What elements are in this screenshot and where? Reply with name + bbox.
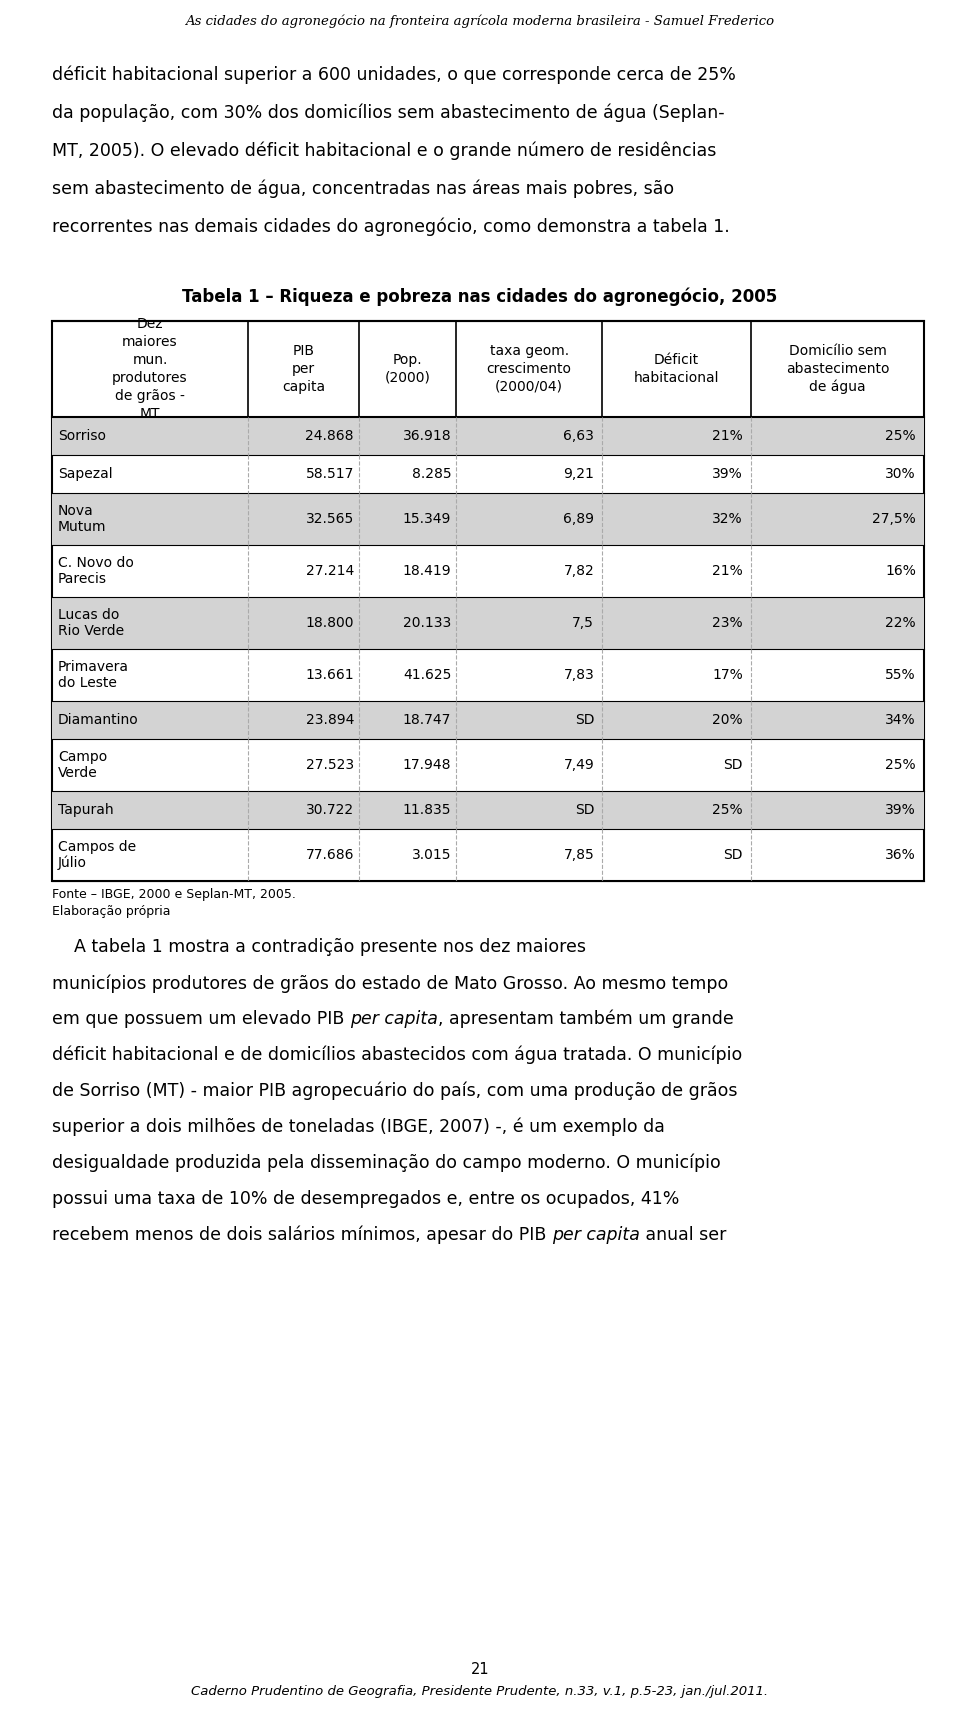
Text: recebem menos de dois salários mínimos, apesar do PIB: recebem menos de dois salários mínimos, … [52, 1226, 552, 1245]
Text: 21: 21 [470, 1662, 490, 1678]
Text: de Sorriso (MT) - maior PIB agropecuário do país, com uma produção de grãos: de Sorriso (MT) - maior PIB agropecuário… [52, 1082, 737, 1101]
Text: 17%: 17% [712, 668, 743, 681]
Text: 39%: 39% [885, 803, 916, 817]
Text: 7,82: 7,82 [564, 563, 594, 579]
Text: taxa geom.
crescimento
(2000/04): taxa geom. crescimento (2000/04) [487, 344, 572, 394]
Text: 22%: 22% [885, 616, 916, 630]
Text: 6,63: 6,63 [564, 430, 594, 443]
Text: 77.686: 77.686 [305, 847, 354, 863]
Text: Sapezal: Sapezal [58, 467, 112, 481]
Text: da população, com 30% dos domicílios sem abastecimento de água (Seplan-: da população, com 30% dos domicílios sem… [52, 103, 725, 122]
Bar [52, 322, 924, 882]
Bar [52, 791, 924, 829]
Text: 20%: 20% [712, 712, 743, 728]
Text: déficit habitacional e de domicílios abastecidos com água tratada. O município: déficit habitacional e de domicílios aba… [52, 1046, 742, 1065]
Text: possui uma taxa de 10% de desempregados e, entre os ocupados, 41%: possui uma taxa de 10% de desempregados … [52, 1190, 680, 1209]
Text: Elaboração própria: Elaboração própria [52, 906, 171, 918]
Text: em que possuem um elevado PIB: em que possuem um elevado PIB [52, 1010, 349, 1027]
Text: 9,21: 9,21 [564, 467, 594, 481]
Text: Primavera
do Leste: Primavera do Leste [58, 659, 129, 690]
Text: Nova
Mutum: Nova Mutum [58, 503, 107, 534]
Text: 18.419: 18.419 [402, 563, 451, 579]
Text: 36.918: 36.918 [402, 430, 451, 443]
Text: Tapurah: Tapurah [58, 803, 113, 817]
Text: déficit habitacional superior a 600 unidades, o que corresponde cerca de 25%: déficit habitacional superior a 600 unid… [52, 65, 736, 84]
Text: municípios produtores de grãos do estado de Mato Grosso. Ao mesmo tempo: municípios produtores de grãos do estado… [52, 974, 729, 993]
Text: 21%: 21% [712, 430, 743, 443]
Text: 17.948: 17.948 [403, 758, 451, 772]
Text: 16%: 16% [885, 563, 916, 579]
Text: 58.517: 58.517 [305, 467, 354, 481]
Text: SD: SD [724, 847, 743, 863]
Text: 25%: 25% [712, 803, 743, 817]
Text: 23.894: 23.894 [305, 712, 354, 728]
Text: Domicílio sem
abastecimento
de água: Domicílio sem abastecimento de água [785, 344, 889, 394]
Text: MT, 2005). O elevado déficit habitacional e o grande número de residências: MT, 2005). O elevado déficit habitaciona… [52, 140, 716, 159]
Text: 55%: 55% [885, 668, 916, 681]
Text: 25%: 25% [885, 758, 916, 772]
Text: SD: SD [724, 758, 743, 772]
Text: Diamantino: Diamantino [58, 712, 139, 728]
Text: Sorriso: Sorriso [58, 430, 106, 443]
Text: 11.835: 11.835 [403, 803, 451, 817]
Bar [52, 700, 924, 740]
Text: As cidades do agronegócio na fronteira agrícola moderna brasileira - Samuel Fred: As cidades do agronegócio na fronteira a… [185, 14, 775, 27]
Text: 24.868: 24.868 [305, 430, 354, 443]
Text: Tabela 1 – Riqueza e pobreza nas cidades do agronegócio, 2005: Tabela 1 – Riqueza e pobreza nas cidades… [182, 288, 778, 305]
Text: 32.565: 32.565 [305, 512, 354, 526]
Text: 39%: 39% [712, 467, 743, 481]
Bar [52, 493, 924, 544]
Text: 25%: 25% [885, 430, 916, 443]
Text: Campo
Verde: Campo Verde [58, 750, 108, 781]
Text: SD: SD [575, 803, 594, 817]
Text: 32%: 32% [712, 512, 743, 526]
Text: 7,5: 7,5 [572, 616, 594, 630]
Text: 6,89: 6,89 [564, 512, 594, 526]
Text: 18.800: 18.800 [305, 616, 354, 630]
Text: 30.722: 30.722 [306, 803, 354, 817]
Bar [52, 418, 924, 455]
Text: 3.015: 3.015 [412, 847, 451, 863]
Text: Caderno Prudentino de Geografia, Presidente Prudente, n.33, v.1, p.5-23, jan./ju: Caderno Prudentino de Geografia, Preside… [191, 1685, 769, 1698]
Text: 7,83: 7,83 [564, 668, 594, 681]
Text: 7,85: 7,85 [564, 847, 594, 863]
Text: per capita: per capita [552, 1226, 639, 1245]
Text: Déficit
habitacional: Déficit habitacional [634, 353, 719, 385]
Text: Dez
maiores
mun.
produtores
de grãos -
MT: Dez maiores mun. produtores de grãos - M… [112, 317, 188, 421]
Text: 8.285: 8.285 [412, 467, 451, 481]
Text: Lucas do
Rio Verde: Lucas do Rio Verde [58, 608, 124, 639]
Text: A tabela 1 mostra a contradição presente nos dez maiores: A tabela 1 mostra a contradição presente… [52, 938, 586, 955]
Text: 15.349: 15.349 [403, 512, 451, 526]
Text: recorrentes nas demais cidades do agronegócio, como demonstra a tabela 1.: recorrentes nas demais cidades do agrone… [52, 217, 730, 236]
Text: C. Novo do
Parecis: C. Novo do Parecis [58, 556, 133, 586]
Text: Fonte – IBGE, 2000 e Seplan-MT, 2005.: Fonte – IBGE, 2000 e Seplan-MT, 2005. [52, 889, 296, 901]
Bar [52, 597, 924, 649]
Text: 30%: 30% [885, 467, 916, 481]
Text: desigualdade produzida pela disseminação do campo moderno. O município: desigualdade produzida pela disseminação… [52, 1154, 721, 1173]
Text: 27.523: 27.523 [306, 758, 354, 772]
Text: 34%: 34% [885, 712, 916, 728]
Text: PIB
per
capita: PIB per capita [282, 344, 325, 394]
Text: , apresentam também um grande: , apresentam também um grande [438, 1010, 733, 1029]
Text: 36%: 36% [885, 847, 916, 863]
Text: Pop.
(2000): Pop. (2000) [385, 353, 430, 385]
Text: superior a dois milhões de toneladas (IBGE, 2007) -, é um exemplo da: superior a dois milhões de toneladas (IB… [52, 1118, 665, 1137]
Text: Campos de
Júlio: Campos de Júlio [58, 839, 136, 870]
Text: sem abastecimento de água, concentradas nas áreas mais pobres, são: sem abastecimento de água, concentradas … [52, 180, 674, 197]
Text: 21%: 21% [712, 563, 743, 579]
Text: anual ser: anual ser [639, 1226, 726, 1245]
Text: 7,49: 7,49 [564, 758, 594, 772]
Text: 27.214: 27.214 [305, 563, 354, 579]
Text: 23%: 23% [712, 616, 743, 630]
Text: 13.661: 13.661 [305, 668, 354, 681]
Text: 27,5%: 27,5% [873, 512, 916, 526]
Text: SD: SD [575, 712, 594, 728]
Text: 18.747: 18.747 [403, 712, 451, 728]
Text: 41.625: 41.625 [403, 668, 451, 681]
Text: per capita: per capita [349, 1010, 438, 1027]
Text: 20.133: 20.133 [403, 616, 451, 630]
